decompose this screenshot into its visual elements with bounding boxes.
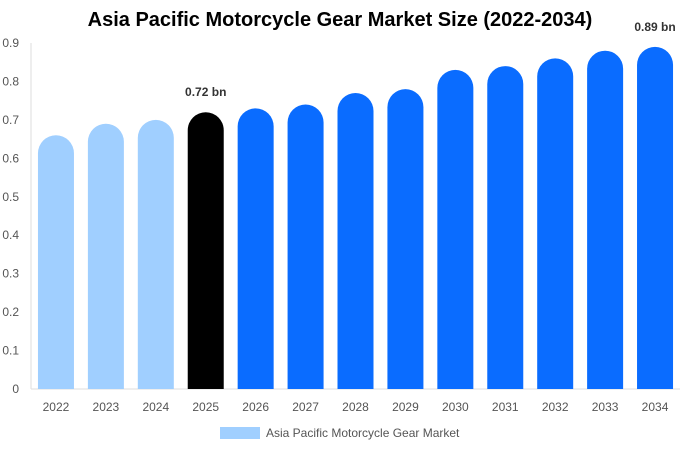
bar-2026 (237, 108, 274, 389)
x-tick-label: 2024 (142, 400, 169, 414)
bar-2032 (537, 58, 574, 389)
bar-2031 (487, 66, 524, 389)
data-label: 0.72 bn (185, 85, 226, 99)
bar-2027 (287, 104, 324, 389)
legend-label: Asia Pacific Motorcycle Gear Market (266, 426, 460, 440)
x-tick-label: 2032 (542, 400, 569, 414)
y-tick-label: 0.6 (2, 151, 19, 165)
y-tick-label: 0 (12, 382, 19, 396)
bar-2024 (137, 119, 174, 389)
bar-2033 (587, 50, 624, 389)
x-tick-label: 2022 (43, 400, 70, 414)
x-tick-label: 2028 (342, 400, 369, 414)
y-tick-label: 0.7 (2, 113, 19, 127)
legend-swatch (220, 427, 260, 439)
x-tick-label: 2030 (442, 400, 469, 414)
y-tick-label: 0.1 (2, 344, 19, 358)
bar-2029 (387, 89, 424, 389)
x-tick-label: 2031 (492, 400, 519, 414)
bar-2025 (187, 112, 224, 389)
chart-title: Asia Pacific Motorcycle Gear Market Size… (87, 9, 593, 31)
x-tick-label: 2026 (242, 400, 269, 414)
y-tick-label: 0.8 (2, 74, 19, 88)
bar-2030 (437, 69, 474, 390)
bar-2034 (637, 46, 674, 389)
x-tick-label: 2033 (592, 400, 619, 414)
x-tick-label: 2029 (392, 400, 419, 414)
y-tick-label: 0.4 (2, 228, 19, 242)
y-tick-label: 0.5 (2, 190, 19, 204)
bar-2022 (37, 135, 74, 389)
x-tick-label: 2027 (292, 400, 319, 414)
x-tick-label: 2025 (192, 400, 219, 414)
y-tick-label: 0.9 (2, 36, 19, 50)
data-label: 0.89 bn (634, 20, 675, 34)
y-tick-label: 0.3 (2, 267, 19, 281)
x-tick-label: 2034 (642, 400, 669, 414)
bar-2028 (337, 92, 374, 389)
y-tick-label: 0.2 (2, 305, 19, 319)
bar-2023 (87, 123, 124, 389)
x-tick-label: 2023 (93, 400, 120, 414)
